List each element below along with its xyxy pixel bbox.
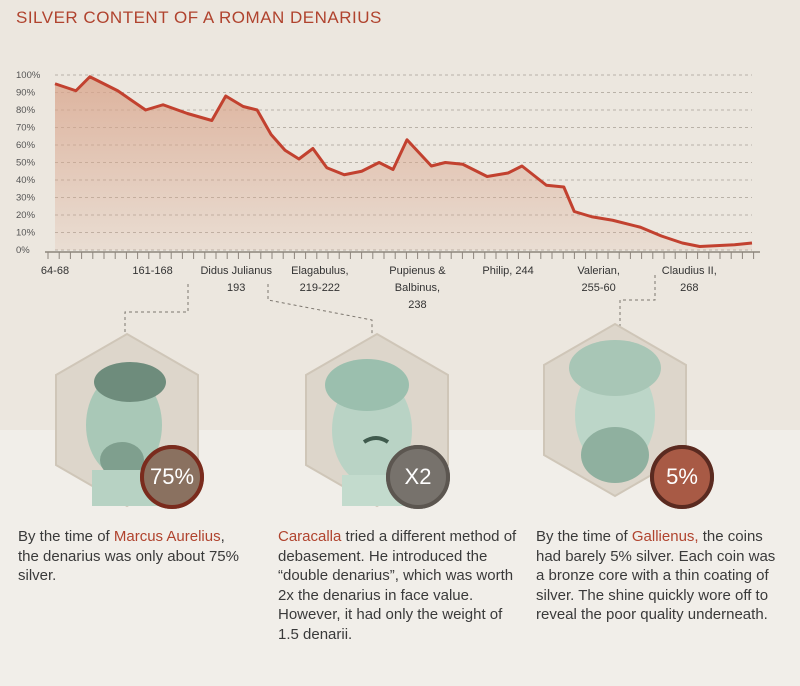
area-fill	[55, 76, 752, 250]
series-line	[54, 75, 753, 248]
y-tick-label: 30%	[16, 193, 36, 204]
x-tick-label: 268	[680, 282, 698, 294]
text-part: By the time of	[18, 528, 114, 545]
chart-title: SILVER CONTENT OF A ROMAN DENARIUS	[16, 8, 382, 27]
highlight-name: Gallienus,	[631, 528, 699, 545]
x-tick-label: Elagabulus,	[291, 265, 349, 277]
highlight-name: Marcus Aurelius	[113, 528, 221, 545]
coin-label: X2	[404, 464, 432, 489]
y-tick-label: 60%	[16, 140, 36, 151]
coin-label: 75%	[149, 464, 195, 489]
highlight-name: Caracalla	[278, 528, 342, 545]
y-tick-label: 50%	[16, 158, 36, 169]
x-tick-label: Philip, 244	[482, 265, 533, 277]
gallienus-portrait	[543, 322, 687, 498]
x-tick-label: 255-60	[582, 282, 616, 294]
x-tick-label: 238	[408, 299, 426, 311]
coin-75: 75%	[140, 445, 204, 509]
y-tick-label: 40%	[16, 175, 36, 186]
coin-ring	[386, 445, 450, 509]
coin-x2: X2	[386, 445, 450, 509]
y-tick-label: 0%	[16, 245, 30, 256]
connector-line	[619, 275, 656, 328]
x-tick-label: Didus Julianus	[200, 265, 272, 277]
x-tick-label: Pupienus &	[389, 265, 446, 277]
x-tick-label: 219-222	[300, 282, 340, 294]
x-tick-label: 193	[227, 282, 245, 294]
coin-5: 5%	[650, 445, 714, 509]
x-tick-label: 161-168	[132, 265, 172, 277]
coin-ring	[650, 445, 714, 509]
card-text-gallienus: By the time of Gallienus, the coins had …	[536, 527, 786, 625]
y-tick-label: 20%	[16, 210, 36, 221]
x-tick-label: Claudius II,	[662, 265, 717, 277]
x-tick-label: Balbinus,	[395, 282, 440, 294]
card-text-marcus-aurelius: By the time of Marcus Aurelius, the dena…	[18, 527, 248, 586]
text-part: the coins had barely 5% silver. Each coi…	[536, 528, 776, 623]
connector-line	[124, 284, 189, 336]
text-part: By the time of	[536, 528, 632, 545]
x-tick-label: 64-68	[41, 265, 69, 277]
text-part: , the denarius was only about 75% silver…	[18, 528, 239, 584]
y-tick-label: 10%	[16, 228, 36, 239]
coin-label: 5%	[666, 464, 698, 489]
text-part: tried a different method of debasement. …	[278, 528, 517, 643]
x-tick-label: Valerian,	[577, 265, 620, 277]
y-tick-label: 80%	[16, 105, 36, 116]
chart: 100% 90% 80% 70% 60% 50% 40% 30% 20% 10% 0% 64-68 16…	[16, 70, 760, 340]
coin-ring	[140, 445, 204, 509]
connector-line	[267, 284, 373, 340]
y-tick-label: 100%	[16, 70, 41, 81]
y-tick-label: 90%	[16, 88, 36, 99]
y-tick-label: 70%	[16, 123, 36, 134]
card-text-caracalla: Caracalla tried a different method of de…	[278, 527, 518, 644]
